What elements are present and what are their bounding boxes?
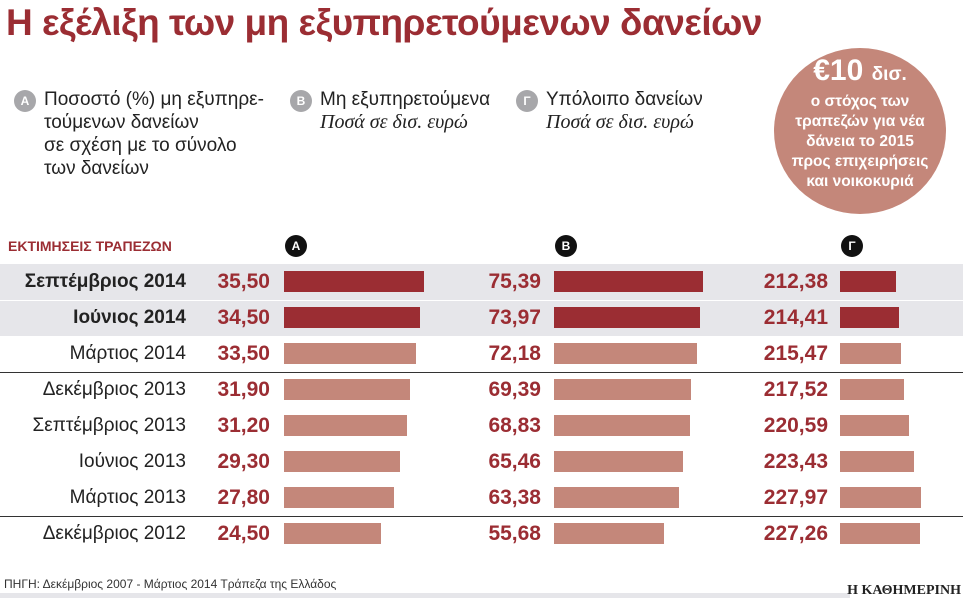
data-label-0: 24,50 [217,522,270,545]
bar-2 [840,271,897,292]
bar-1 [554,487,680,508]
data-label-1: 72,18 [488,342,541,365]
badge-b: B [290,90,312,112]
data-label-0: 31,20 [217,414,270,437]
bar-1 [554,271,703,292]
callout-amount: €10 [813,54,864,87]
bar-0 [284,271,424,292]
data-label-0: 31,90 [217,378,270,401]
publisher-logo: Η ΚΑΘΗΜΕΡΙΝΗ [847,583,961,598]
data-label-2: 223,43 [763,450,828,473]
legend-b-text: Μη εξυπηρετούμενα [320,89,491,110]
bar-2 [840,487,921,508]
bar-2 [840,523,920,544]
data-label-1: 65,46 [488,450,541,473]
bar-0 [284,451,400,472]
column-badge-b: B [555,235,577,257]
data-label-2: 215,47 [763,342,828,365]
data-label-1: 73,97 [488,306,541,329]
bar-1 [554,379,692,400]
table-row: Δεκέμβριος 2012 24,50 55,68 227,26 [0,516,963,552]
legend-b: B Μη εξυπηρετούμενα Ποσά σε δισ. ευρώ [290,88,510,134]
bar-0 [284,307,421,328]
data-label-2: 214,41 [763,306,828,329]
data-label-0: 34,50 [217,306,270,329]
bar-1 [554,451,684,472]
bar-1 [554,343,697,364]
row-label: Ιούνιος 2013 [78,451,186,472]
row-label: Δεκέμβριος 2012 [42,523,186,544]
data-label-0: 29,30 [217,450,270,473]
bar-2 [840,379,905,400]
bar-0 [284,523,381,544]
table-row: Δεκέμβριος 2013 31,90 69,39 217,52 [0,372,963,408]
data-label-2: 220,59 [763,414,828,437]
legend-b-sub: Ποσά σε δισ. ευρώ [320,111,468,133]
callout-text: ο στόχος των τραπεζών για νέα δάνεια το … [791,93,929,190]
chart-title: Η εξέλιξη των μη εξυπηρετούμενων δανείων [6,2,762,43]
legend-a: A Ποσοστό (%) μη εξυπηρε- τούμενων δανεί… [14,88,284,180]
data-label-0: 27,80 [217,486,270,509]
table-row: Μάρτιος 2013 27,80 63,38 227,97 [0,480,963,516]
callout-circle: €10 δισ. ο στόχος των τραπεζών για νέα δ… [774,48,946,214]
column-badge-a: A [285,235,307,257]
legend-c: Γ Υπόλοιπο δανείων Ποσά σε δισ. ευρώ [516,88,736,134]
row-label: Ιούνιος 2014 [73,307,186,328]
row-label: Μάρτιος 2013 [69,487,186,508]
badge-a: A [14,90,36,112]
data-label-1: 68,83 [488,414,541,437]
data-label-1: 63,38 [488,486,541,509]
bar-2 [840,415,910,436]
bar-0 [284,415,408,436]
table-row: Ιούνιος 2013 29,30 65,46 223,43 [0,444,963,480]
column-badge-c: Γ [841,235,863,257]
footer-bar [0,593,850,598]
row-divider [0,300,963,301]
table-row: Ιούνιος 2014 34,50 73,97 214,41 [0,300,963,336]
badge-c: Γ [516,90,538,112]
data-label-2: 212,38 [763,270,828,293]
row-label: Σεπτέμβριος 2013 [32,415,186,436]
data-label-0: 35,50 [217,270,270,293]
bar-0 [284,343,417,364]
data-label-1: 75,39 [488,270,541,293]
callout-unit: δισ. [871,64,907,85]
bar-2 [840,451,914,472]
data-label-1: 69,39 [488,378,541,401]
legend-c-text: Υπόλοιπο δανείων [546,89,703,110]
data-label-0: 33,50 [217,342,270,365]
estimates-label: ΕΚΤΙΜΗΣΕΙΣ ΤΡΑΠΕΖΩΝ [8,238,172,254]
legend-c-sub: Ποσά σε δισ. ευρώ [546,111,694,133]
bar-1 [554,415,691,436]
row-divider [0,516,963,517]
row-divider [0,372,963,373]
bar-2 [840,343,902,364]
legend-a-text: Ποσοστό (%) μη εξυπηρε- τούμενων δανείων… [44,89,264,179]
source-note: ΠΗΓΗ: Δεκέμβριος 2007 - Μάρτιος 2014 Τρά… [4,577,337,591]
bar-0 [284,379,410,400]
data-label-1: 55,68 [488,522,541,545]
row-label: Δεκέμβριος 2013 [42,379,186,400]
data-label-2: 217,52 [763,378,828,401]
data-label-2: 227,97 [763,486,828,509]
bar-1 [554,307,701,328]
table-row: Μάρτιος 2014 33,50 72,18 215,47 [0,336,963,372]
row-label: Σεπτέμβριος 2014 [24,271,186,292]
table-row: Σεπτέμβριος 2013 31,20 68,83 220,59 [0,408,963,444]
bar-2 [840,307,900,328]
row-label: Μάρτιος 2014 [69,343,186,364]
data-label-2: 227,26 [763,522,828,545]
table-row: Σεπτέμβριος 2014 35,50 75,39 212,38 [0,264,963,300]
bar-1 [554,523,665,544]
bar-0 [284,487,394,508]
